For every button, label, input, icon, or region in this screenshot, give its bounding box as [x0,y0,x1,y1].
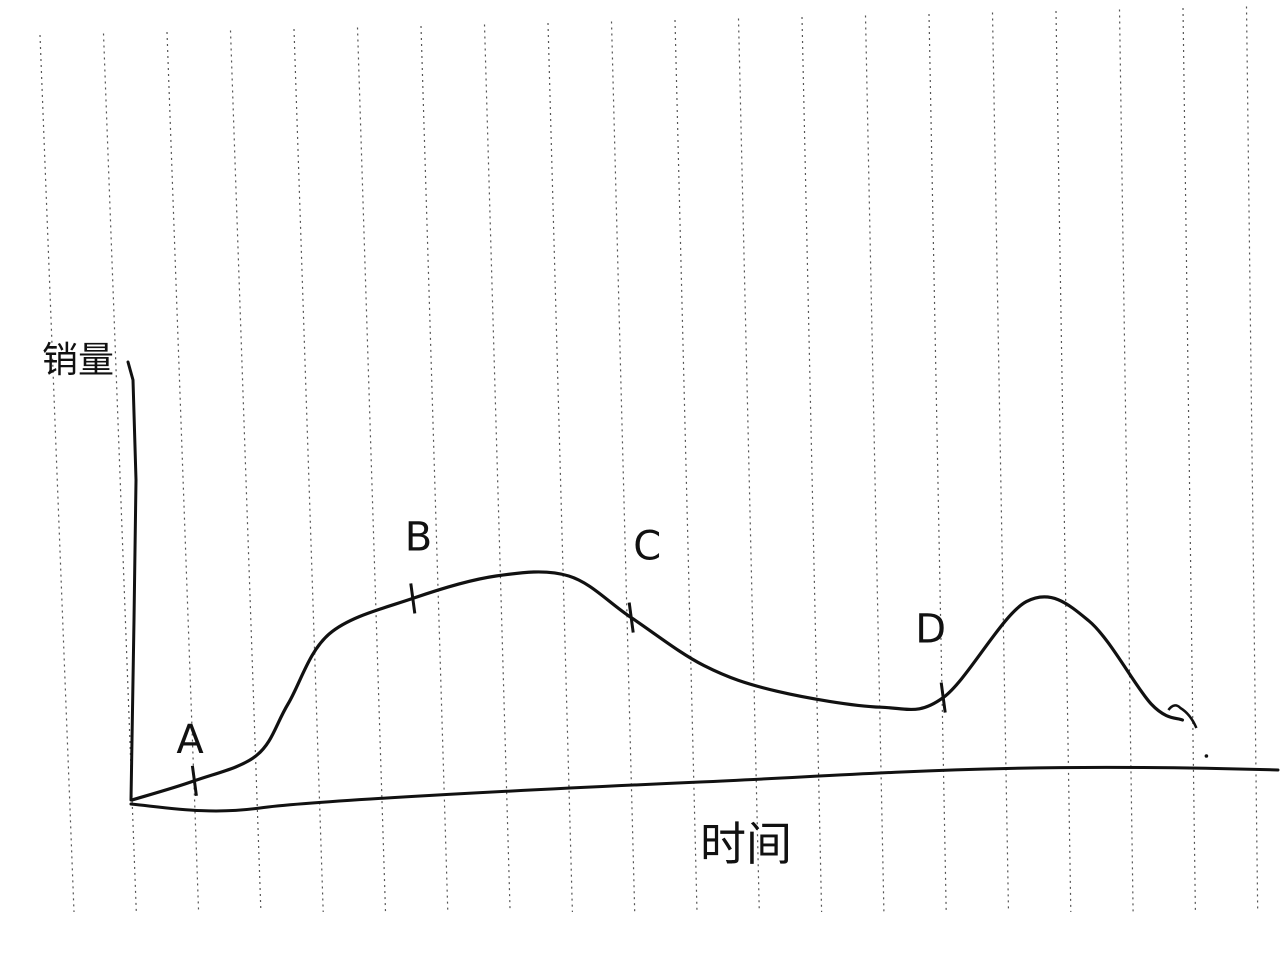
ruled-line [293,28,324,913]
marker-tick-c [627,602,635,633]
marker-label-a: A [176,717,204,763]
marker-tick-a [190,765,198,796]
ruled-line [356,27,387,913]
marker-label-c: C [633,524,661,570]
marker-layer: A B C D [176,514,947,796]
series-line-0 [130,570,1184,802]
ruled-line [1055,10,1072,913]
ruled-line [420,25,449,913]
ruled-line [1118,9,1134,913]
ruled-line [737,18,760,913]
ruled-line [166,31,200,913]
ruled-line [610,21,636,913]
notebook-ruled-lines [39,6,1259,913]
ruled-line [864,15,885,913]
y-axis-line [126,360,138,802]
marker-tick-d [939,682,947,713]
ruled-line [39,34,75,913]
ruled-line [991,12,1010,913]
ruled-line [483,24,511,913]
ruled-line [229,30,262,913]
series-layer [130,570,1209,802]
axes [126,360,1280,813]
ruled-line [928,13,947,913]
ruled-line [1182,7,1196,913]
series-line-end-stroke [1167,704,1198,729]
stray-dot [1204,754,1209,758]
x-axis-label: 时间 [700,817,792,871]
ruled-line [674,19,698,913]
y-axis-label: 销量 [42,340,114,381]
marker-tick-b [409,583,417,614]
ruled-line [1245,6,1259,913]
marker-label-b: B [405,514,432,560]
x-axis-line [129,765,1280,813]
ruled-line [547,22,573,913]
marker-label-d: D [915,607,946,653]
